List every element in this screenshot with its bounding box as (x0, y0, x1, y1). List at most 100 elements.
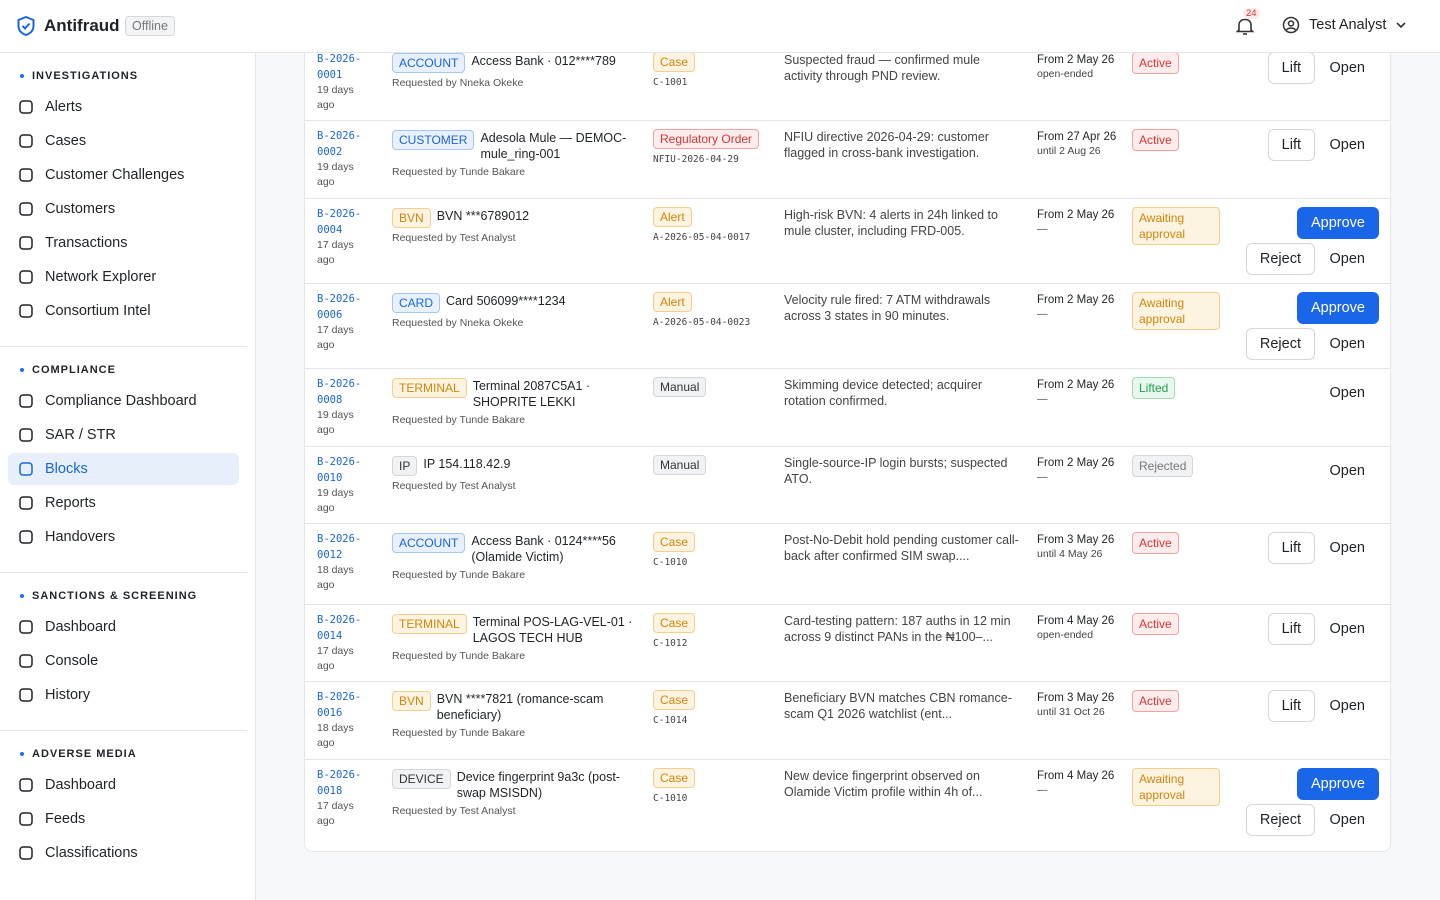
action-button[interactable]: Lift (1267, 690, 1315, 722)
target-type: DEVICE (392, 769, 451, 789)
target-type: ACCOUNT (392, 53, 466, 73)
nav-item[interactable]: Handovers (8, 521, 239, 553)
target: Card 506099****1234 (446, 294, 566, 308)
nav-label: Transactions (45, 235, 128, 251)
target-line: CARD Card 506099****1234 (392, 293, 642, 313)
id-cell: B-2026-0004 17 days ago (317, 206, 373, 268)
nav-item[interactable]: Compliance Dashboard (8, 385, 239, 417)
action-button[interactable]: Open (1329, 385, 1365, 401)
id-cell: B-2026-0001 19 days ago (317, 53, 373, 113)
block-id[interactable]: B-2026-0018 (317, 769, 362, 797)
from-date: From 4 May 26 (1037, 615, 1115, 627)
block-id[interactable]: B-2026-0006 (317, 293, 362, 321)
blocks-table: B-2026-0001 19 days ago ACCOUNT Access Bank… (304, 53, 1391, 852)
block-id[interactable]: B-2026-0002 (317, 130, 362, 158)
target: IP 154.118.42.9 (423, 457, 511, 471)
source: Regulatory Order (653, 129, 760, 149)
action-button[interactable]: Approve (1296, 768, 1379, 800)
action-button[interactable]: Approve (1296, 207, 1379, 239)
status: Rejected (1132, 455, 1194, 477)
source-ref: NFIU-2026-04-29 (653, 154, 739, 165)
nav-item[interactable]: Console (8, 645, 239, 677)
nav-label: Customers (45, 201, 116, 217)
action-button[interactable]: Lift (1267, 129, 1315, 161)
nav-item[interactable]: Customer Challenges (8, 159, 239, 191)
nav-label: Dashboard (45, 777, 116, 793)
action-button[interactable]: Reject (1245, 804, 1315, 836)
nav-icon (19, 778, 33, 792)
nav-item[interactable]: Network Explorer (8, 261, 239, 293)
action-button[interactable]: Open (1329, 698, 1365, 714)
action-button[interactable]: Reject (1245, 243, 1315, 275)
nav-icon (19, 846, 33, 860)
action-button[interactable]: Lift (1267, 532, 1315, 564)
until-date: — (1037, 471, 1048, 483)
block-id[interactable]: B-2026-0004 (317, 208, 362, 236)
source-cell: Case C-1014 (653, 690, 761, 726)
action-button[interactable]: Lift (1267, 53, 1315, 84)
nav-item[interactable]: Feeds (8, 803, 239, 835)
nav-item[interactable]: Blocks (8, 453, 239, 485)
nav-item[interactable]: Classifications (8, 837, 239, 869)
until-date: — (1037, 223, 1048, 235)
nav-item[interactable]: Consortium Intel (8, 295, 239, 327)
nav-label: SAR / STR (45, 427, 116, 443)
action-button[interactable]: Open (1329, 251, 1365, 267)
nav-item[interactable]: Customers (8, 193, 239, 225)
nav-item[interactable]: Dashboard (8, 611, 239, 643)
requested-by: Requested by Tunde Bakare (392, 727, 526, 739)
block-row: B-2026-0018 17 days ago DEVICE Device finge… (305, 760, 1390, 844)
target-line: ACCOUNT Access Bank · 012****789 (392, 53, 642, 73)
status-badge: Offline (125, 16, 175, 36)
source-ref: C-1012 (653, 638, 688, 649)
nav-section: COMPLIANCE Compliance Dashboard SAR / STR B… (0, 347, 247, 573)
nav-item[interactable]: History (8, 679, 239, 711)
nav-item[interactable]: SAR / STR (8, 419, 239, 451)
nav-item[interactable]: Cases (8, 125, 239, 157)
requested-by: Requested by Tunde Bakare (392, 650, 526, 662)
action-button[interactable]: Open (1329, 137, 1365, 153)
requested-by: Requested by Test Analyst (392, 480, 516, 492)
block-id[interactable]: B-2026-0014 (317, 614, 362, 642)
reason: Suspected fraud — confirmed mule activit… (784, 53, 980, 83)
action-button[interactable]: Open (1329, 60, 1365, 76)
nav-item[interactable]: Reports (8, 487, 239, 519)
notifications[interactable]: 24 (1234, 8, 1260, 39)
from-date: From 2 May 26 (1037, 294, 1115, 306)
block-id[interactable]: B-2026-0008 (317, 378, 362, 406)
action-button[interactable]: Open (1329, 463, 1365, 479)
block-id[interactable]: B-2026-0016 (317, 691, 362, 719)
nav-icon (19, 654, 33, 668)
action-button[interactable]: Open (1329, 540, 1365, 556)
nav-item[interactable]: Transactions (8, 227, 239, 259)
date-cell: From 2 May 26 — (1037, 455, 1121, 483)
action-button[interactable]: Approve (1296, 292, 1379, 324)
action-button[interactable]: Open (1329, 621, 1365, 637)
action-button[interactable]: Open (1329, 336, 1365, 352)
block-id[interactable]: B-2026-0010 (317, 456, 362, 484)
target: Terminal POS-LAG-VEL-01 · LAGOS TECH HUB (472, 615, 633, 645)
target-cell: BVN BVN ***6789012 Requested by Test Analy… (392, 208, 642, 244)
source: Case (653, 53, 696, 72)
from-date: From 2 May 26 (1037, 379, 1115, 391)
id-cell: B-2026-0006 17 days ago (317, 291, 373, 353)
block-row: B-2026-0006 17 days ago CARD Card 506099***… (305, 284, 1390, 369)
target: Access Bank · 0124****56 (Olamide Victim… (471, 534, 616, 564)
nav-item[interactable]: Alerts (8, 91, 239, 123)
nav-icon (19, 496, 33, 510)
nav-item[interactable]: Dashboard (8, 769, 239, 801)
user-menu[interactable]: Test Analyst (1282, 16, 1406, 34)
action-button[interactable]: Lift (1267, 613, 1315, 645)
block-id[interactable]: B-2026-0012 (317, 533, 362, 561)
source-ref: A-2026-05-04-0017 (653, 232, 751, 243)
action-button[interactable]: Reject (1245, 328, 1315, 360)
block-id[interactable]: B-2026-0001 (317, 53, 362, 81)
id-cell: B-2026-0018 17 days ago (317, 767, 373, 829)
reason: Post-No-Debit hold pending customer call… (784, 533, 1019, 563)
nav-label: Handovers (45, 529, 116, 545)
reason: New device fingerprint observed on Olami… (784, 769, 983, 799)
source-cell: Manual (653, 377, 761, 397)
nav-label: Compliance Dashboard (45, 393, 197, 409)
action-button[interactable]: Open (1329, 812, 1365, 828)
block-row: B-2026-0014 17 days ago TERMINAL Terminal P… (305, 605, 1390, 682)
